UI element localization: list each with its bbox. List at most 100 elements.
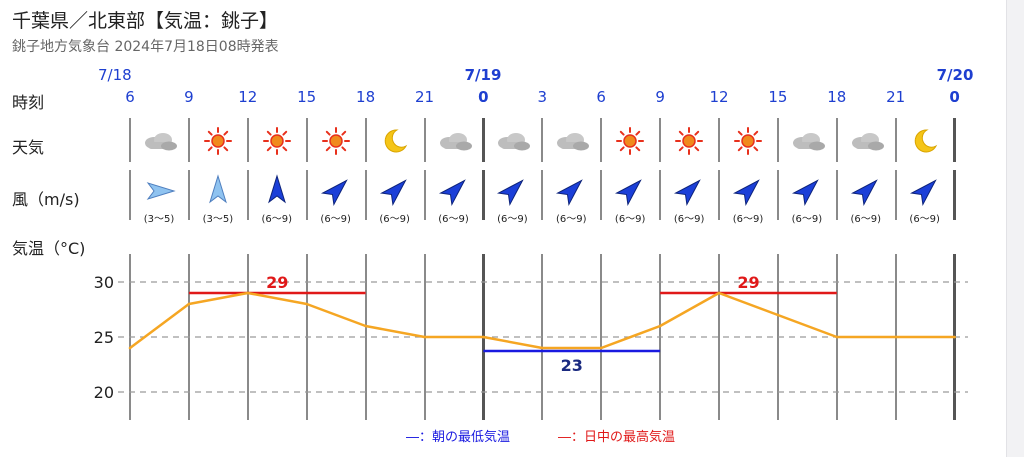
- wind-speed: (6〜9): [379, 214, 410, 225]
- hour-label: 18: [827, 88, 847, 106]
- sunny-icon: [189, 120, 247, 162]
- column-divider: [423, 118, 426, 162]
- row-label-weather: 天気: [12, 138, 45, 157]
- y-tick-label: 20: [94, 383, 114, 402]
- wind-arrow-icon: [497, 179, 525, 207]
- sunny-icon: [719, 120, 777, 162]
- column-divider: [600, 254, 603, 420]
- cloudy-icon: [778, 120, 836, 162]
- sunny-icon: [660, 120, 718, 162]
- hour-label: 9: [184, 88, 194, 106]
- column-divider: [423, 170, 426, 220]
- column-divider: [953, 118, 957, 162]
- wind-cell: (6〜9): [248, 172, 306, 225]
- hour-label: 0: [949, 88, 960, 106]
- legend-min-temp: ―：朝の最低気温: [406, 430, 511, 445]
- column-divider: [246, 254, 249, 420]
- temperature-point: [482, 335, 485, 339]
- column-divider: [187, 118, 190, 162]
- wind-cell: (3〜5): [130, 172, 188, 225]
- wind-cell: (6〜9): [483, 172, 541, 225]
- temperature-point: [894, 335, 897, 339]
- hour-label: 12: [238, 88, 258, 106]
- wind-arrow-icon: [732, 179, 760, 207]
- wind-cell: (6〜9): [837, 172, 895, 225]
- clear-night-icon: [896, 120, 954, 162]
- y-tick-label: 30: [94, 273, 114, 292]
- column-divider: [953, 170, 957, 220]
- column-divider: [541, 118, 544, 162]
- wind-speed: (6〜9): [438, 214, 469, 225]
- hour-label: 0: [478, 88, 489, 106]
- temperature-point: [658, 324, 662, 328]
- y-tick-label: 25: [94, 328, 114, 347]
- row-label-time: 時刻: [12, 93, 45, 112]
- hour-label: 15: [768, 88, 788, 106]
- column-divider: [364, 170, 367, 220]
- column-divider: [305, 170, 308, 220]
- wind-speed: (6〜9): [673, 214, 705, 225]
- wind-cell: (6〜9): [660, 172, 718, 225]
- wind-arrow-icon: [909, 179, 937, 207]
- hour-label: 6: [596, 88, 606, 106]
- wind-speed: (6〜9): [556, 214, 587, 225]
- column-divider: [894, 118, 897, 162]
- issued-info: 銚子地方気象台 2024年7月18日08時発表: [12, 39, 279, 55]
- column-divider: [835, 118, 838, 162]
- min-temp-label: 23: [561, 356, 583, 375]
- wind-arrow-icon: [267, 174, 286, 204]
- column-divider: [659, 118, 662, 162]
- column-divider: [776, 254, 779, 420]
- column-divider: [600, 170, 603, 220]
- wind-speed: (6〜9): [909, 214, 940, 225]
- temperature-point: [599, 346, 603, 350]
- column-divider: [246, 118, 249, 162]
- column-divider: [541, 254, 544, 420]
- temperature-point: [187, 302, 191, 306]
- wind-speed: (6〜9): [791, 214, 823, 225]
- date-label: 7/18: [98, 66, 132, 84]
- column-divider: [776, 118, 779, 162]
- temperature-point: [717, 291, 721, 295]
- temperature-point: [541, 346, 544, 350]
- wind-speed: (6〜9): [320, 214, 351, 225]
- wind-cell: (6〜9): [896, 172, 954, 225]
- column-divider: [246, 170, 249, 220]
- column-divider: [894, 170, 897, 220]
- wind-cell: (6〜9): [542, 172, 600, 225]
- hour-label: 18: [356, 88, 376, 106]
- row-label-wind: 風（m/s): [12, 190, 80, 209]
- column-divider: [187, 170, 190, 220]
- hour-label: 21: [414, 88, 435, 106]
- wind-speed: (6〜9): [497, 214, 528, 225]
- clear-night-icon: [366, 120, 424, 162]
- column-divider: [305, 118, 308, 162]
- column-divider: [541, 170, 544, 220]
- column-divider: [776, 170, 779, 220]
- scrollbar-track[interactable]: [1006, 0, 1024, 457]
- wind-arrow-icon: [438, 179, 466, 207]
- wind-arrow-icon: [791, 179, 819, 207]
- wind-cell: (6〜9): [366, 172, 424, 225]
- cloudy-icon: [483, 120, 541, 162]
- wind-arrow-icon: [320, 179, 348, 207]
- hour-label: 9: [655, 88, 665, 106]
- wind-arrow-icon: [850, 179, 878, 207]
- date-label: 7/20: [936, 66, 974, 84]
- sunny-icon: [307, 120, 365, 162]
- sunny-icon: [601, 120, 659, 162]
- wind-arrow-icon: [615, 179, 642, 207]
- temperature-point: [246, 291, 250, 295]
- column-divider: [364, 118, 367, 162]
- row-label-temperature: 気温（°C): [12, 239, 86, 258]
- wind-arrow-icon: [379, 179, 407, 207]
- cloudy-icon: [130, 120, 188, 162]
- wind-speed: (6〜9): [732, 214, 764, 225]
- hour-label: 6: [125, 88, 135, 106]
- temperature-point: [776, 313, 780, 317]
- wind-speed: (3〜5): [143, 214, 175, 225]
- wind-cell: (3〜5): [189, 172, 247, 225]
- column-divider: [718, 118, 720, 162]
